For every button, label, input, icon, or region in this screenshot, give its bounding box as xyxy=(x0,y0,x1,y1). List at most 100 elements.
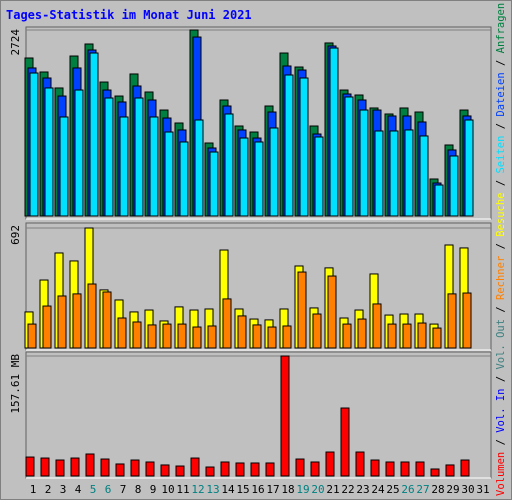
plot-frame xyxy=(25,351,492,479)
bar xyxy=(327,275,337,349)
bar xyxy=(42,305,52,349)
x-tick-label: 14 xyxy=(221,483,235,496)
x-tick-label: 18 xyxy=(281,483,294,496)
x-tick-label: 5 xyxy=(90,483,97,496)
bar xyxy=(430,468,440,477)
bar xyxy=(314,136,324,217)
bar xyxy=(74,89,84,217)
bar xyxy=(25,456,35,477)
legend-entry: Vol. Out xyxy=(495,319,507,370)
x-tick-label: 25 xyxy=(386,483,399,496)
bar xyxy=(269,127,279,217)
bar xyxy=(370,459,380,477)
bar xyxy=(325,451,335,477)
bar xyxy=(297,271,307,349)
y-tick-label: 2724 xyxy=(9,29,22,56)
bar xyxy=(462,292,472,349)
bar xyxy=(207,325,217,349)
bar xyxy=(445,464,455,477)
legend-separator: / xyxy=(495,174,507,193)
x-tick-label: 4 xyxy=(75,483,82,496)
bar xyxy=(104,97,114,217)
bar xyxy=(160,464,170,477)
legend-entry: Besuche xyxy=(495,192,507,236)
bar xyxy=(89,52,99,217)
y-tick-label: 157.61 MB xyxy=(9,354,22,414)
bar xyxy=(372,303,382,349)
bar xyxy=(282,325,292,349)
bar xyxy=(222,298,232,349)
bar xyxy=(419,135,429,217)
bar xyxy=(179,141,189,217)
bar xyxy=(359,109,369,217)
x-tick-label: 29 xyxy=(446,483,459,496)
x-tick-label: 21 xyxy=(326,483,339,496)
bar xyxy=(29,72,39,217)
bar xyxy=(209,151,219,217)
x-tick-label: 8 xyxy=(135,483,142,496)
x-tick-label: 31 xyxy=(476,483,489,496)
bar xyxy=(357,318,367,349)
legend-entry: Vol. In xyxy=(495,389,507,433)
x-tick-label: 11 xyxy=(176,483,189,496)
bar xyxy=(239,137,249,217)
bar xyxy=(115,463,125,477)
x-tick-label: 28 xyxy=(431,483,444,496)
x-tick-label: 22 xyxy=(341,483,354,496)
bar xyxy=(40,457,50,477)
bar xyxy=(190,457,200,477)
bar xyxy=(27,323,37,349)
legend-separator: / xyxy=(495,370,507,389)
x-tick-label: 3 xyxy=(60,483,67,496)
bar xyxy=(355,451,365,477)
bar xyxy=(44,87,54,217)
x-tick-label: 24 xyxy=(371,483,385,496)
bar xyxy=(100,458,110,477)
bar xyxy=(344,96,354,217)
bar xyxy=(85,453,95,477)
legend-entry: Rechner xyxy=(495,256,507,300)
bar xyxy=(164,131,174,217)
x-tick-label: 27 xyxy=(416,483,429,496)
bar xyxy=(340,407,350,477)
x-tick-label: 9 xyxy=(150,483,157,496)
x-tick-label: 16 xyxy=(251,483,264,496)
bar xyxy=(220,461,230,477)
bar xyxy=(149,116,159,217)
x-tick-label: 20 xyxy=(311,483,324,496)
x-tick-label: 23 xyxy=(356,483,369,496)
bar xyxy=(55,459,65,477)
bar xyxy=(175,465,185,477)
bar xyxy=(177,323,187,349)
bar xyxy=(342,323,352,349)
bar xyxy=(387,323,397,349)
bar xyxy=(310,461,320,477)
bar xyxy=(404,129,414,217)
bar xyxy=(449,155,459,217)
x-tick-label: 6 xyxy=(105,483,112,496)
bar xyxy=(205,466,215,477)
bar xyxy=(417,322,427,349)
bar xyxy=(147,324,157,349)
bar xyxy=(254,141,264,217)
legend-entry: Volumen xyxy=(495,452,507,496)
bar xyxy=(312,313,322,349)
x-tick-label: 19 xyxy=(296,483,309,496)
bar xyxy=(295,458,305,477)
bar xyxy=(400,461,410,477)
bar xyxy=(132,321,142,349)
bar xyxy=(252,324,262,349)
bar xyxy=(57,295,67,349)
bar xyxy=(432,327,442,349)
x-tick-label: 13 xyxy=(206,483,219,496)
legend-separator: / xyxy=(495,300,507,319)
y-tick-label: 692 xyxy=(9,225,22,245)
bar xyxy=(299,77,309,217)
legend-separator: / xyxy=(495,237,507,256)
bar xyxy=(237,315,247,349)
legend-entry: Dateien xyxy=(495,72,507,116)
bar xyxy=(265,462,275,477)
legend-separator: / xyxy=(495,433,507,452)
bar xyxy=(250,462,260,477)
bar xyxy=(280,355,290,477)
